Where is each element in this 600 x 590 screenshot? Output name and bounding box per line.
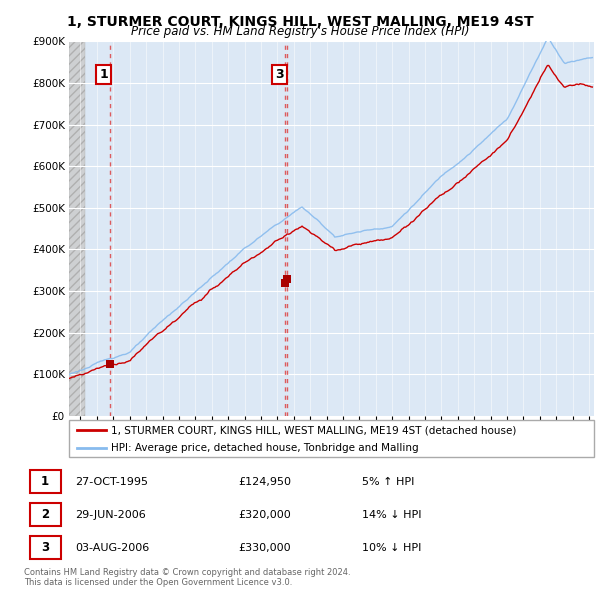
- Text: Price paid vs. HM Land Registry's House Price Index (HPI): Price paid vs. HM Land Registry's House …: [131, 25, 469, 38]
- Text: This data is licensed under the Open Government Licence v3.0.: This data is licensed under the Open Gov…: [24, 578, 292, 587]
- FancyBboxPatch shape: [29, 503, 61, 526]
- FancyBboxPatch shape: [29, 536, 61, 559]
- Text: 2: 2: [41, 508, 49, 522]
- FancyBboxPatch shape: [29, 470, 61, 493]
- Text: 1, STURMER COURT, KINGS HILL, WEST MALLING, ME19 4ST (detached house): 1, STURMER COURT, KINGS HILL, WEST MALLI…: [111, 425, 517, 435]
- Text: £330,000: £330,000: [238, 543, 291, 553]
- Text: 10% ↓ HPI: 10% ↓ HPI: [362, 543, 422, 553]
- Text: 14% ↓ HPI: 14% ↓ HPI: [362, 510, 422, 520]
- Text: 3: 3: [275, 68, 284, 81]
- Text: 27-OCT-1995: 27-OCT-1995: [75, 477, 148, 487]
- Text: 1, STURMER COURT, KINGS HILL, WEST MALLING, ME19 4ST: 1, STURMER COURT, KINGS HILL, WEST MALLI…: [67, 15, 533, 29]
- Text: 1: 1: [99, 68, 108, 81]
- Text: 03-AUG-2006: 03-AUG-2006: [75, 543, 149, 553]
- Text: £124,950: £124,950: [238, 477, 292, 487]
- Text: Contains HM Land Registry data © Crown copyright and database right 2024.: Contains HM Land Registry data © Crown c…: [24, 568, 350, 576]
- Text: £320,000: £320,000: [238, 510, 291, 520]
- Text: 5% ↑ HPI: 5% ↑ HPI: [362, 477, 415, 487]
- Text: 3: 3: [41, 541, 49, 555]
- Text: HPI: Average price, detached house, Tonbridge and Malling: HPI: Average price, detached house, Tonb…: [111, 443, 419, 453]
- Text: 29-JUN-2006: 29-JUN-2006: [75, 510, 146, 520]
- Text: 1: 1: [41, 475, 49, 489]
